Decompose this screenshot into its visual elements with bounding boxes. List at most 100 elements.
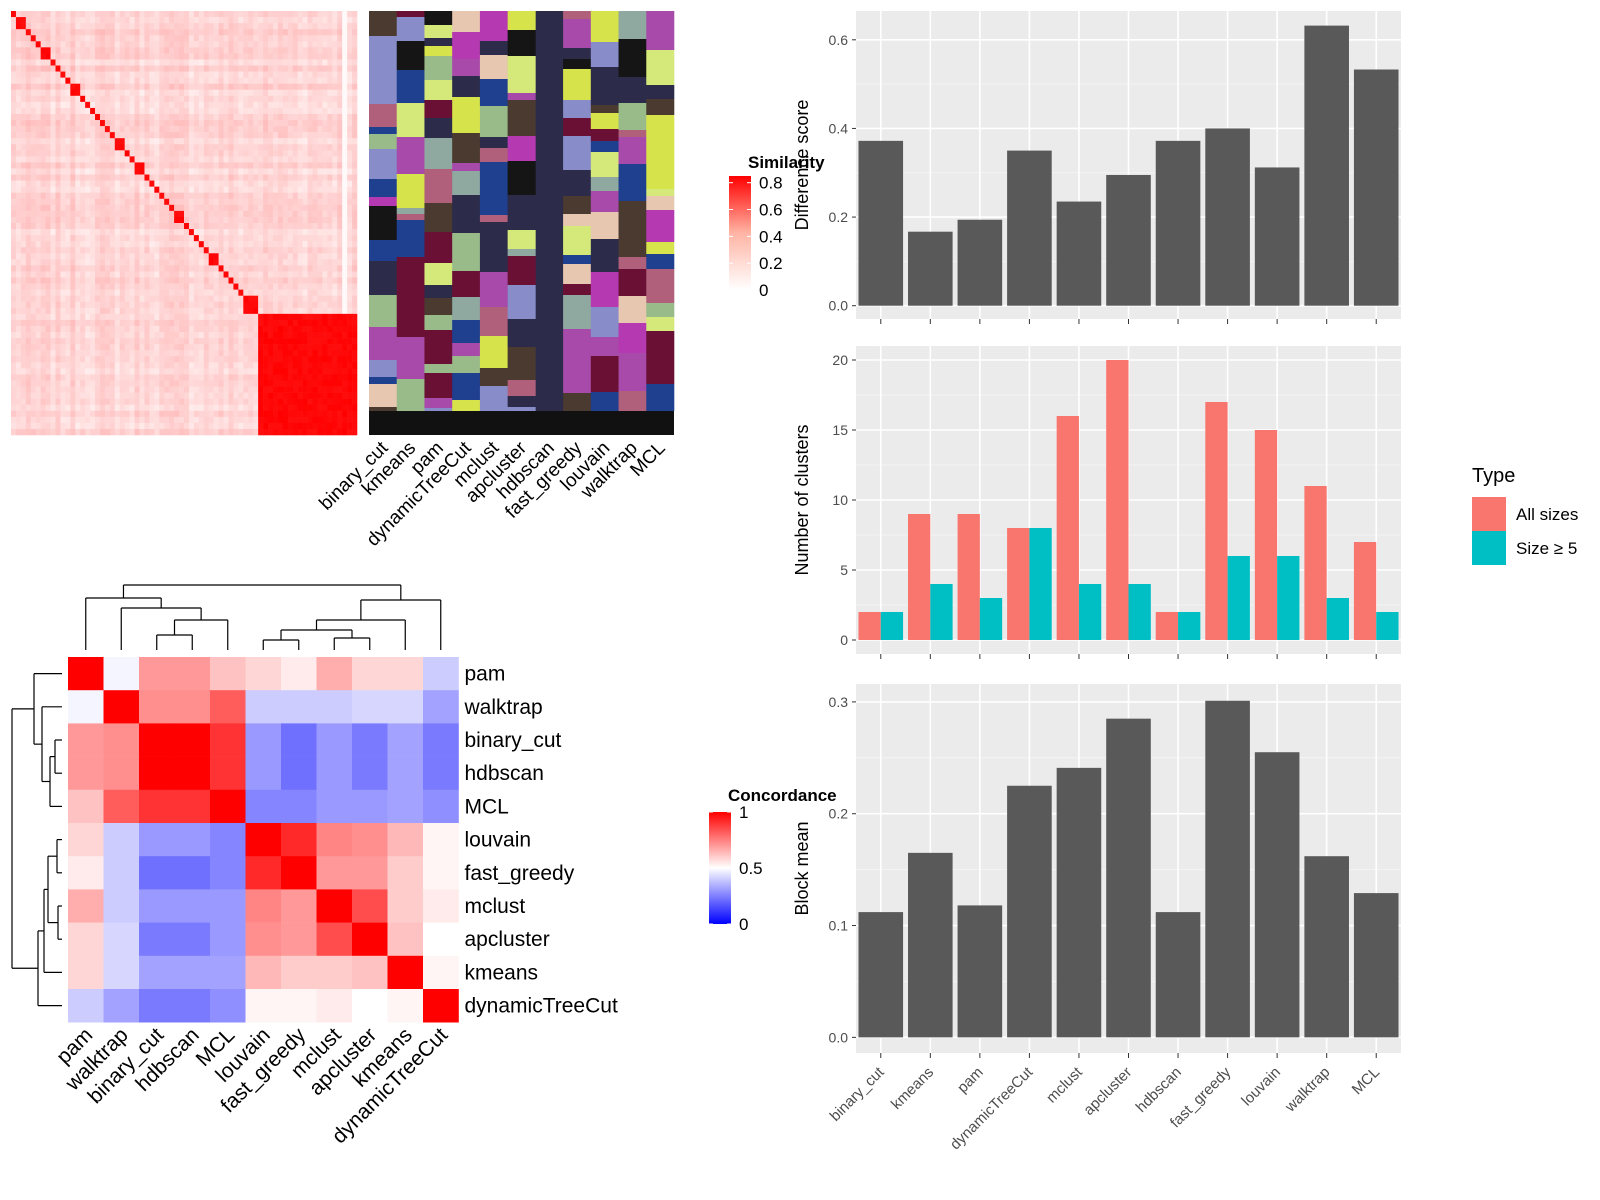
similarity-cell [179, 229, 185, 236]
similarity-cell [312, 77, 318, 84]
similarity-cell [60, 380, 66, 387]
similarity-cell [114, 271, 121, 278]
similarity-cell [347, 11, 353, 18]
similarity-cell [272, 71, 279, 78]
similarity-cell [60, 29, 66, 36]
similarity-cell [263, 17, 269, 24]
similarity-cell [317, 271, 323, 278]
similarity-cell [65, 156, 71, 163]
similarity-cell [193, 332, 200, 339]
similarity-cell [184, 338, 190, 345]
similarity-cell [90, 392, 96, 399]
similarity-cell [277, 65, 284, 72]
similarity-cell [154, 198, 160, 206]
similarity-cell [114, 156, 121, 163]
similarity-cell [95, 247, 101, 254]
similarity-cell [223, 192, 229, 200]
similarity-cell [287, 247, 294, 254]
similarity-cell [139, 428, 145, 436]
similarity-cell [80, 41, 86, 48]
similarity-cell [317, 295, 323, 303]
similarity-cell [45, 59, 51, 66]
assignment-cell-pam [424, 100, 453, 118]
similarity-cell [282, 138, 289, 145]
similarity-cell [70, 71, 76, 78]
similarity-cell [30, 168, 37, 175]
similarity-cell [258, 198, 264, 206]
similarity-cell [85, 17, 91, 24]
similarity-cell [15, 204, 22, 212]
similarity-cell [95, 41, 101, 48]
similarity-cell [99, 101, 106, 109]
similarity-cell [272, 29, 279, 36]
similarity-cell [287, 386, 294, 393]
similarity-cell [104, 338, 111, 345]
similarity-cell [154, 253, 160, 260]
similarity-cell [307, 113, 313, 121]
similarity-cell [238, 368, 244, 375]
similarity-cell [50, 180, 56, 187]
similarity-cell [203, 368, 210, 375]
similarity-cell [347, 313, 353, 321]
similarity-cell [312, 138, 318, 145]
similarity-cell [169, 313, 175, 321]
similarity-cell [213, 380, 219, 387]
similarity-cell [174, 150, 180, 157]
similarity-cell [40, 344, 46, 351]
similarity-cell [184, 162, 190, 169]
similarity-cell [332, 241, 338, 248]
similarity-cell [35, 307, 41, 315]
similarity-cell [159, 23, 165, 30]
similarity-cell [149, 77, 155, 84]
similarity-cell [60, 301, 66, 309]
similarity-cell [20, 289, 27, 296]
similarity-cell [228, 368, 234, 375]
similarity-cell [203, 95, 210, 103]
similarity-cell [149, 289, 155, 296]
assignment-cell-pam [424, 138, 453, 169]
similarity-cell [15, 229, 22, 236]
assignment-cell-dynamictreecut [452, 163, 481, 171]
similarity-cell [238, 428, 244, 436]
similarity-cell [104, 301, 111, 309]
similarity-cell [134, 223, 140, 230]
similarity-cell [60, 271, 66, 278]
similarity-cell [70, 289, 76, 296]
similarity-cell [268, 313, 274, 321]
similarity-cell [352, 47, 358, 54]
similarity-cell [15, 162, 22, 169]
similarity-cell [35, 271, 41, 278]
similarity-cell [119, 95, 125, 103]
similarity-cell [179, 241, 185, 248]
similarity-cell [149, 392, 155, 399]
assignment-cell-pam [424, 285, 453, 298]
similarity-cell [25, 132, 32, 139]
similarity-cell [139, 235, 145, 242]
similarity-cell [317, 235, 323, 242]
similarity-cell [129, 113, 135, 121]
similarity-cell [198, 101, 205, 109]
similarity-cell [337, 186, 343, 194]
similarity-cell [164, 95, 170, 103]
similarity-cell [277, 59, 284, 66]
similarity-cell [312, 332, 318, 339]
similarity-cell [228, 410, 234, 418]
similarity-cell [25, 29, 32, 36]
similarity-cell [263, 168, 269, 175]
similarity-cell [159, 216, 165, 224]
similarity-cell [322, 332, 328, 339]
similarity-cell [25, 138, 32, 145]
similarity-cell [218, 344, 224, 351]
similarity-cell [332, 422, 338, 430]
similarity-cell [184, 113, 190, 121]
assignment-cell-kmeans [396, 304, 425, 337]
similarity-cell [322, 428, 328, 436]
similarity-cell [109, 162, 116, 169]
similarity-cell [139, 416, 145, 424]
similarity-cell [50, 241, 56, 248]
similarity-cell [179, 150, 185, 157]
similarity-cell [45, 186, 51, 194]
similarity-cell [208, 313, 214, 321]
similarity-cell [268, 41, 274, 48]
similarity-cell [263, 259, 269, 266]
